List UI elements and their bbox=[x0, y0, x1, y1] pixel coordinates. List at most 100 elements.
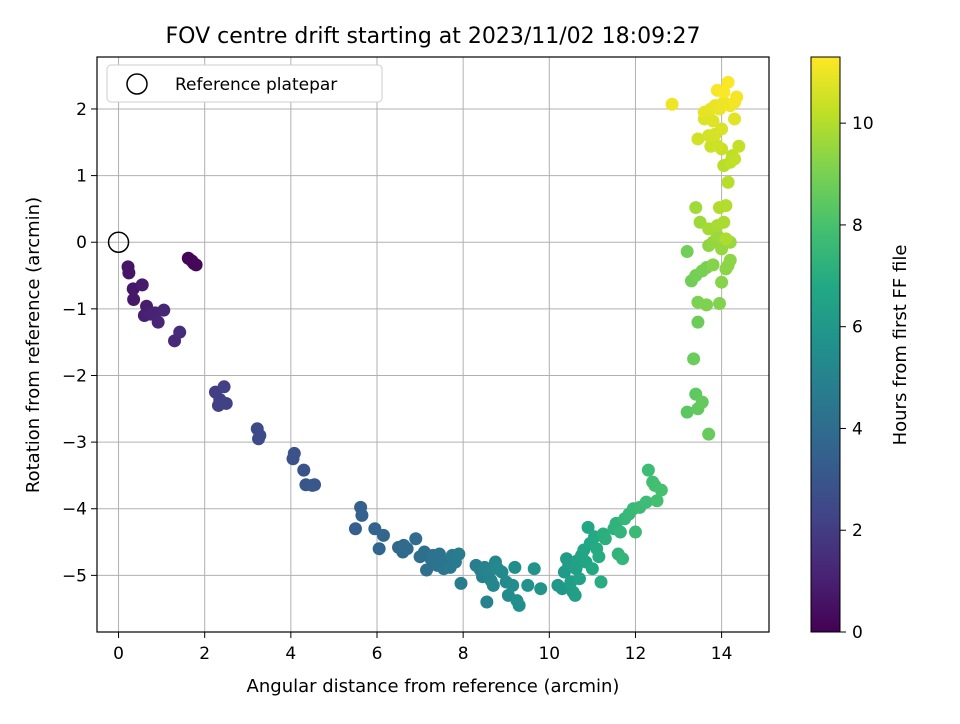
x-axis-ticks: 0 2 4 6 8 10 12 14 bbox=[113, 632, 732, 664]
x-axis-label: Angular distance from reference (arcmin) bbox=[247, 676, 620, 697]
data-point bbox=[527, 562, 541, 576]
data-point bbox=[581, 520, 595, 534]
data-point bbox=[568, 588, 582, 602]
data-point bbox=[691, 132, 705, 146]
data-point bbox=[486, 578, 500, 592]
data-point bbox=[452, 547, 466, 561]
data-points bbox=[121, 75, 746, 612]
data-point bbox=[127, 293, 141, 307]
data-point bbox=[122, 266, 136, 280]
data-point bbox=[454, 576, 468, 590]
data-point bbox=[308, 478, 322, 492]
data-point bbox=[706, 258, 720, 272]
colorbar-tick-label: 10 bbox=[852, 114, 874, 134]
data-point bbox=[728, 152, 742, 166]
data-point bbox=[598, 532, 612, 546]
data-point bbox=[592, 550, 606, 564]
y-axis-ticks: −5 −4 −3 −2 −1 0 1 2 bbox=[62, 100, 97, 586]
grid-lines bbox=[97, 57, 769, 632]
reference-marker bbox=[107, 231, 130, 253]
data-point bbox=[680, 405, 694, 419]
data-point bbox=[157, 303, 171, 317]
data-point bbox=[628, 525, 642, 539]
legend-marker bbox=[126, 73, 148, 95]
data-point bbox=[719, 199, 733, 213]
colorbar-ticks: 0 2 4 6 8 10 bbox=[840, 114, 874, 643]
chart-title: FOV centre drift starting at 2023/11/02 … bbox=[166, 24, 701, 49]
colorbar-tick-label: 6 bbox=[852, 318, 863, 338]
colorbar-tick-label: 0 bbox=[852, 623, 863, 643]
data-point bbox=[689, 201, 703, 215]
data-point bbox=[217, 380, 231, 394]
data-point bbox=[400, 542, 414, 556]
data-point bbox=[506, 578, 520, 592]
data-point bbox=[297, 463, 311, 477]
y-tick-label: −4 bbox=[62, 500, 87, 520]
data-point bbox=[732, 139, 746, 153]
data-point bbox=[715, 275, 729, 289]
y-tick-label: 1 bbox=[76, 167, 87, 187]
x-tick-label: 12 bbox=[625, 644, 647, 664]
data-point bbox=[712, 297, 726, 311]
data-point bbox=[730, 90, 744, 104]
colorbar-tick-label: 8 bbox=[852, 216, 863, 236]
data-point bbox=[287, 446, 301, 460]
data-point bbox=[717, 215, 731, 229]
data-point bbox=[348, 522, 362, 536]
x-tick-label: 6 bbox=[372, 644, 383, 664]
data-point bbox=[420, 563, 434, 577]
data-point bbox=[728, 112, 742, 126]
x-tick-label: 4 bbox=[285, 644, 296, 664]
data-point bbox=[521, 578, 535, 592]
data-point bbox=[721, 75, 735, 89]
data-point bbox=[691, 315, 705, 329]
data-point bbox=[680, 245, 694, 259]
colorbar-label: Hours from first FF file bbox=[890, 245, 911, 446]
data-point bbox=[508, 560, 522, 574]
data-point bbox=[189, 258, 203, 272]
y-tick-label: −2 bbox=[62, 366, 87, 386]
data-point bbox=[151, 315, 165, 329]
data-point bbox=[654, 483, 668, 497]
reference-marker-layer bbox=[107, 231, 130, 253]
plot-frame bbox=[96, 56, 770, 633]
legend-box bbox=[106, 64, 383, 103]
colorbar-gradient bbox=[810, 56, 841, 633]
x-tick-label: 14 bbox=[711, 644, 733, 664]
y-tick-label: 2 bbox=[76, 100, 87, 120]
x-tick-label: 0 bbox=[113, 644, 124, 664]
data-point bbox=[572, 572, 586, 586]
y-tick-label: 0 bbox=[76, 233, 87, 253]
data-point bbox=[534, 582, 548, 596]
data-point bbox=[613, 525, 627, 539]
data-point bbox=[650, 494, 664, 508]
y-tick-label: −1 bbox=[62, 300, 87, 320]
legend-label: Reference platepar bbox=[175, 75, 337, 95]
colorbar-tick-label: 2 bbox=[852, 521, 863, 541]
data-point bbox=[409, 532, 423, 546]
data-point bbox=[706, 114, 720, 128]
data-point bbox=[717, 85, 731, 99]
data-point bbox=[219, 396, 233, 410]
y-tick-label: −3 bbox=[62, 433, 87, 453]
data-point bbox=[695, 395, 709, 409]
data-point bbox=[372, 542, 386, 556]
data-point bbox=[665, 97, 679, 111]
data-point bbox=[355, 508, 369, 522]
data-point bbox=[710, 139, 724, 153]
data-point bbox=[700, 298, 714, 312]
legend: Reference platepar bbox=[106, 64, 383, 103]
colorbar-tick-label: 4 bbox=[852, 419, 863, 439]
data-point bbox=[715, 122, 729, 136]
x-tick-label: 8 bbox=[458, 644, 469, 664]
y-tick-label: −5 bbox=[62, 566, 87, 586]
data-point bbox=[616, 552, 630, 566]
data-point bbox=[173, 325, 187, 339]
data-point bbox=[512, 598, 526, 612]
colorbar: 0 2 4 6 8 10 Hours from first FF file bbox=[810, 56, 911, 643]
y-axis-label: Rotation from reference (arcmin) bbox=[23, 197, 44, 493]
x-tick-label: 2 bbox=[199, 644, 210, 664]
data-point bbox=[480, 595, 494, 609]
